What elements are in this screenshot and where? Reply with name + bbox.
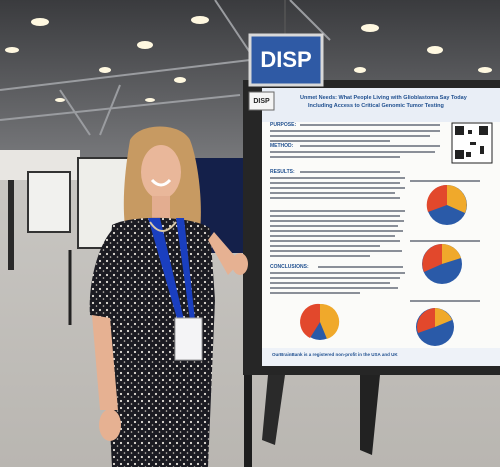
poster-title: Unmet Needs: What People Living with Gli…	[300, 95, 468, 101]
section-heading: PURPOSE:	[270, 122, 296, 128]
disp-sign	[248, 33, 324, 87]
person-legs	[360, 375, 380, 455]
poster-pie	[416, 308, 454, 346]
section-heading: CONCLUSIONS:	[270, 264, 309, 270]
neck	[152, 196, 170, 218]
lanyard	[148, 218, 195, 322]
background-poster	[27, 171, 71, 233]
name-badge	[174, 317, 203, 361]
smile	[150, 178, 172, 187]
hand	[99, 409, 121, 441]
card-label: DISP	[253, 98, 270, 105]
poster-pie	[300, 303, 340, 340]
hand	[232, 253, 248, 275]
section-heading: METHOD:	[270, 143, 294, 149]
necklace	[149, 221, 177, 232]
person-legs	[262, 375, 285, 445]
section-heading: RESULTS:	[270, 169, 295, 175]
ceiling-lights	[5, 16, 492, 102]
ceiling-truss	[0, 0, 331, 136]
qr-pattern	[455, 126, 488, 159]
background-person	[8, 180, 14, 270]
disp-card	[248, 91, 275, 111]
arm	[208, 232, 240, 275]
poster-header	[262, 88, 500, 122]
sign-label: DISP	[260, 47, 311, 72]
poster-footer: OurBrainBank is a registered non-profit …	[272, 352, 398, 357]
sleeve	[89, 230, 112, 318]
poster-pie	[422, 244, 462, 284]
face	[141, 145, 181, 199]
poster-footer-band	[262, 348, 500, 366]
arm	[92, 315, 118, 410]
poster-title: Including Access to Critical Genomic Tum…	[308, 103, 444, 109]
poster-body-text	[270, 124, 480, 302]
poster-pie	[426, 184, 467, 225]
